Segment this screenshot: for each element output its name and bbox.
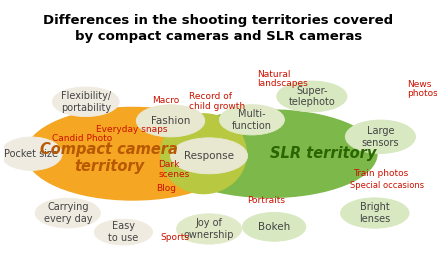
Ellipse shape <box>345 120 416 153</box>
Text: Joy of
ownership: Joy of ownership <box>184 218 234 240</box>
Text: Multi-
function: Multi- function <box>232 109 272 131</box>
Text: Everyday snaps: Everyday snaps <box>96 125 167 134</box>
Text: Pocket size: Pocket size <box>4 149 59 159</box>
Text: Super-
telephoto: Super- telephoto <box>288 86 335 107</box>
Text: Response: Response <box>184 151 234 161</box>
Text: Flexibility/
portability: Flexibility/ portability <box>61 91 111 113</box>
Text: Bokeh: Bokeh <box>258 222 290 232</box>
Text: Special occasions: Special occasions <box>350 181 424 190</box>
Text: SLR territory: SLR territory <box>270 146 377 161</box>
Ellipse shape <box>161 114 246 193</box>
Text: Macro: Macro <box>152 96 179 105</box>
Ellipse shape <box>177 214 242 244</box>
Text: Differences in the shooting territories covered
by compact cameras and SLR camer: Differences in the shooting territories … <box>43 15 394 43</box>
Text: Sports: Sports <box>161 233 190 242</box>
Ellipse shape <box>52 87 119 117</box>
Text: Record of
child growth: Record of child growth <box>189 92 246 111</box>
Text: Bright
lenses: Bright lenses <box>359 202 390 224</box>
Ellipse shape <box>170 138 248 174</box>
Text: Portraits: Portraits <box>247 196 285 205</box>
Ellipse shape <box>340 198 409 228</box>
Text: Train photos: Train photos <box>354 169 409 178</box>
Ellipse shape <box>35 198 101 228</box>
Ellipse shape <box>277 81 347 112</box>
Ellipse shape <box>94 219 153 245</box>
Text: Blog: Blog <box>156 184 177 193</box>
Text: Candid Photo: Candid Photo <box>52 134 113 143</box>
Text: Dark
scenes: Dark scenes <box>159 160 190 179</box>
Text: Easy
to use: Easy to use <box>108 221 139 243</box>
Ellipse shape <box>219 105 284 135</box>
Ellipse shape <box>26 107 240 200</box>
Text: Large
sensors: Large sensors <box>362 126 399 148</box>
Text: Compact camera
territory: Compact camera territory <box>40 142 178 174</box>
Text: Carrying
every day: Carrying every day <box>44 202 92 224</box>
Text: News
photos: News photos <box>407 80 437 98</box>
Ellipse shape <box>136 105 205 137</box>
Ellipse shape <box>243 213 306 241</box>
Text: Fashion: Fashion <box>151 116 190 126</box>
Ellipse shape <box>163 110 377 197</box>
Ellipse shape <box>0 137 62 170</box>
Text: Natural
landscapes: Natural landscapes <box>257 70 308 89</box>
